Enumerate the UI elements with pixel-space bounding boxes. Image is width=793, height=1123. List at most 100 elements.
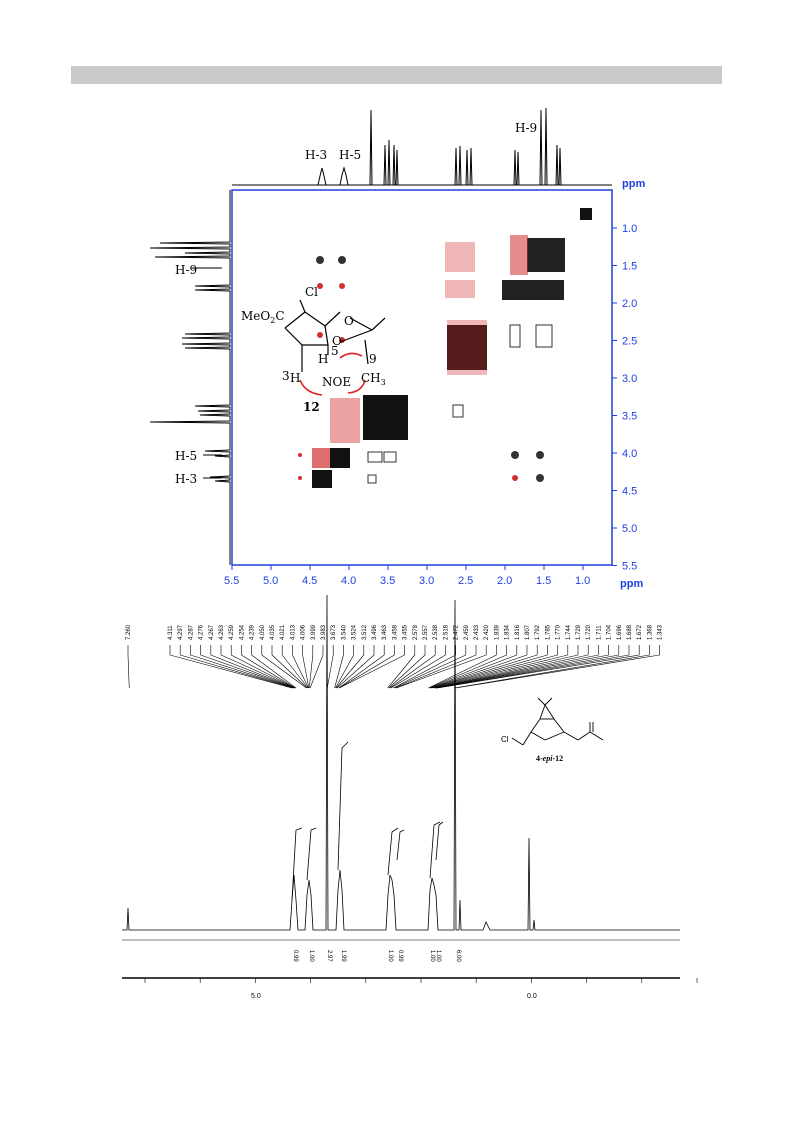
- peak-label: 4.311: [168, 625, 174, 640]
- peak-label: 1.839: [494, 624, 500, 640]
- peak-connector: [190, 654, 294, 689]
- peak-connector: [334, 654, 344, 689]
- cross-peaks: [298, 208, 592, 488]
- peak-label: 1.688: [627, 624, 633, 640]
- peak-connector: [396, 654, 487, 689]
- peak-small-4: [339, 283, 345, 289]
- peak-label: 4.013: [290, 624, 296, 640]
- peak-small-17: [298, 453, 302, 457]
- peak-connector: [454, 654, 650, 689]
- peak-connector: [339, 654, 405, 689]
- peak-small-13: [511, 451, 519, 459]
- peak-small-7: [367, 451, 383, 463]
- x-tick-label: 2.5: [458, 575, 473, 587]
- peak-label: 1.744: [566, 624, 572, 640]
- x-tick-label: 2.0: [497, 575, 512, 587]
- peak-red-b: [445, 242, 475, 272]
- peak-red-e: [312, 448, 330, 468]
- peak-red-d: [330, 398, 360, 443]
- y-tick-label: 2.0: [622, 298, 637, 310]
- left-label-h5: H-5: [175, 449, 197, 463]
- peak-label: 3.496: [372, 624, 378, 640]
- y-tick-label: 3.0: [622, 373, 637, 385]
- peak-label: 2.433: [474, 624, 480, 640]
- struct-noe: NOE: [322, 375, 351, 389]
- top-label-h3: H-3: [305, 148, 327, 162]
- x-tick-label: 4.5: [302, 575, 317, 587]
- peak-label: 1.368: [647, 624, 653, 640]
- peak-label: 3.455: [403, 624, 409, 640]
- peak-label: 2.420: [484, 624, 490, 640]
- peak-connector: [335, 654, 354, 689]
- peak-small-12: [535, 324, 553, 348]
- peak-connector: [437, 654, 640, 689]
- peak-connectors: [127, 645, 660, 689]
- peak-label: 3.512: [362, 624, 368, 640]
- peak-connector: [335, 654, 365, 689]
- peak-small-3: [317, 283, 323, 289]
- epi-struct-cl: Cl: [501, 735, 509, 744]
- peak-connector: [428, 654, 507, 689]
- peak-connector: [302, 654, 310, 689]
- peak-label: 3.999: [311, 624, 317, 640]
- peak-connector: [431, 654, 548, 689]
- peak-connector: [389, 654, 436, 689]
- y-tick-label: 5.5: [622, 561, 637, 573]
- peak-label: 1.711: [596, 625, 602, 640]
- peak-connector: [435, 654, 609, 689]
- struct-h5: H: [318, 352, 328, 366]
- peak-connector: [434, 654, 579, 689]
- peak-small-8: [383, 451, 397, 463]
- peak-connector: [429, 654, 517, 689]
- x-tick-label: 1.0: [575, 575, 590, 587]
- peak-small-15: [512, 475, 518, 481]
- peak-label: 7.260: [126, 624, 132, 640]
- peak-label: 1.816: [515, 624, 521, 640]
- struct-ch3: CH3: [361, 371, 386, 387]
- struct-meo: MeO2C: [241, 309, 285, 325]
- peak-diag-17: [502, 280, 564, 300]
- x-tick-label: 1.5: [536, 575, 551, 587]
- x-tick-label: 3.0: [419, 575, 434, 587]
- x-tick-label: 4.0: [341, 575, 356, 587]
- axis-tick-5: 5.0: [251, 993, 261, 1000]
- peak-label: 4.254: [239, 624, 245, 640]
- peak-label: 4.259: [229, 624, 235, 640]
- struct-o-ring: O: [344, 314, 354, 328]
- bottom-ppm-label: ppm: [620, 578, 643, 590]
- peak-label: 3.540: [341, 624, 347, 640]
- peak-label: 4.006: [301, 624, 307, 640]
- peak-label: 4.267: [209, 624, 215, 640]
- ppm-axis-ticks: [144, 978, 698, 983]
- left-label-h3: H-3: [175, 472, 197, 486]
- x-tick-label: 5.5: [224, 575, 239, 587]
- struct-num5: 5: [331, 344, 339, 358]
- peak-label: 3.524: [352, 624, 358, 640]
- peak-connector: [231, 654, 296, 689]
- peak-label: 4.021: [280, 624, 286, 640]
- peak-red-f: [447, 320, 487, 375]
- y-axis: 1.0 1.5 2.0 2.5 3.0 3.5 4.0 4.5 5.0 5.5: [612, 223, 637, 573]
- integral-label: 1.00: [429, 950, 435, 962]
- peak-connector: [336, 654, 375, 689]
- top-label-h9: H-9: [515, 121, 537, 135]
- integral-label: 1.00: [308, 950, 314, 962]
- peak-connector: [180, 654, 293, 689]
- peak-connector: [281, 654, 309, 689]
- peak-connector: [200, 654, 295, 689]
- peak-label: 2.578: [413, 624, 419, 640]
- x-axis: 5.5 5.0 4.5 4.0 3.5 3.0 2.5 2.0 1.5 1.0: [224, 565, 590, 587]
- peak-small-5: [317, 332, 323, 338]
- peak-connector: [433, 654, 568, 689]
- peak-connector: [338, 654, 395, 689]
- struct-cl: Cl: [305, 285, 318, 299]
- peak-connector: [338, 654, 385, 689]
- peak-connector: [430, 654, 538, 689]
- peak-connector: [387, 654, 416, 689]
- peak-connector: [390, 654, 446, 689]
- peak-label: 4.276: [199, 624, 205, 640]
- peak-connector: [309, 654, 324, 689]
- h1-spectrum: [122, 594, 680, 931]
- y-tick-label: 4.0: [622, 448, 637, 460]
- x-tick-label: 3.5: [380, 575, 395, 587]
